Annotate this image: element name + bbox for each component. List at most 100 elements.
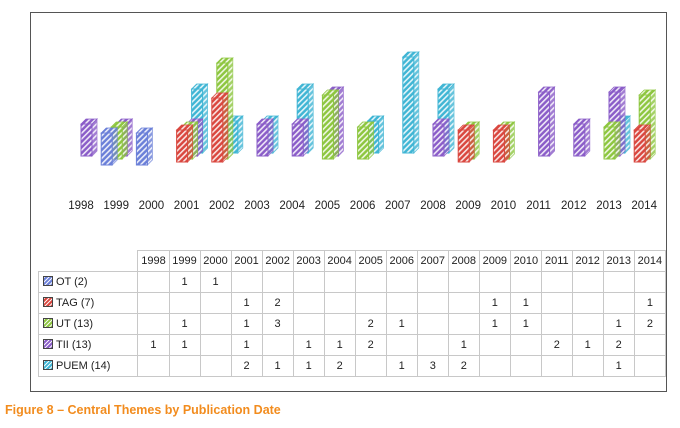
table-cell — [323, 313, 356, 335]
x-tick-label: 2012 — [561, 200, 587, 212]
bar-tii-2011 — [537, 86, 556, 157]
bar-plot — [80, 51, 657, 166]
legend-swatch-icon — [43, 276, 53, 286]
table-row: PUEM (14) 2 1 1 2 1 3 2 1 — [37, 355, 667, 377]
table-cell — [571, 271, 604, 293]
table-cell — [292, 313, 325, 335]
table-cell — [292, 271, 325, 293]
table-cell — [509, 271, 542, 293]
table-cell — [137, 292, 170, 314]
table-cell — [323, 271, 356, 293]
table-cell — [540, 313, 573, 335]
table-cell — [385, 334, 418, 356]
table-cell — [540, 292, 573, 314]
table-cell — [292, 292, 325, 314]
x-tick-label: 2007 — [385, 200, 411, 212]
table-cell: 2 — [447, 355, 480, 377]
x-tick-label: 2011 — [526, 200, 551, 212]
table-cell — [478, 271, 511, 293]
table-year-header: 2003 — [292, 250, 325, 272]
bar-tii-2004 — [291, 118, 310, 157]
bar-ot-1999 — [100, 127, 119, 166]
table-cell — [602, 271, 635, 293]
table-cell — [540, 355, 573, 377]
table-cell — [571, 292, 604, 314]
table-cell: 1 — [230, 334, 263, 356]
table-cell — [416, 313, 449, 335]
x-tick-label: 2008 — [420, 200, 446, 212]
x-tick-label: 2003 — [244, 200, 270, 212]
table-cell — [509, 334, 542, 356]
legend-row-label: TII (13) — [37, 334, 139, 356]
legend-swatch-icon — [43, 318, 53, 328]
table-cell — [447, 271, 480, 293]
x-tick-label: 2000 — [138, 200, 165, 212]
table-cell — [447, 292, 480, 314]
table-cell: 1 — [509, 313, 542, 335]
table-year-header: 2000 — [199, 250, 232, 272]
legend-swatch-icon — [43, 339, 53, 349]
table-cell: 1 — [230, 313, 263, 335]
table-cell: 3 — [416, 355, 449, 377]
chart-frame: 1998 1999 2000 2001 2002 2003 2004 2005 2006 2007… — [30, 12, 667, 392]
bar-puem-2007 — [401, 51, 420, 154]
table-cell — [230, 271, 263, 293]
table-cell — [354, 292, 387, 314]
data-table: 1998 1999 2000 2001 2002 2003 2004 2005 2006 2007… — [37, 250, 667, 377]
table-cell: 1 — [168, 334, 201, 356]
bar-ut-2005 — [321, 89, 340, 160]
table-cell — [633, 355, 667, 377]
table-cell — [385, 292, 418, 314]
table-cell: 2 — [354, 313, 387, 335]
bar-tag-2009 — [457, 124, 476, 163]
table-cell — [323, 292, 356, 314]
x-tick-label: 2004 — [279, 200, 305, 212]
table-cell — [571, 313, 604, 335]
table-cell — [416, 271, 449, 293]
table-cell: 1 — [602, 313, 635, 335]
table-cell — [199, 292, 232, 314]
table-cell: 2 — [602, 334, 635, 356]
table-row: TII (13) 1 1 1 1 1 2 1 2 1 2 — [37, 334, 667, 356]
bar-ut-2013 — [603, 121, 621, 160]
table-cell: 2 — [261, 292, 294, 314]
table-row: TAG (7) 1 2 1 1 1 — [37, 292, 667, 314]
table-row: OT (2) 1 1 — [37, 271, 667, 293]
table-cell — [416, 292, 449, 314]
bar-tii-1998 — [80, 118, 98, 157]
table-year-header: 2001 — [230, 250, 263, 272]
x-tick-label: 2013 — [596, 200, 622, 212]
table-cell — [137, 313, 170, 335]
table-year-header: 2002 — [261, 250, 294, 272]
table-cell — [447, 313, 480, 335]
x-tick-label: 2014 — [631, 200, 657, 212]
table-cell — [633, 334, 667, 356]
table-cell — [416, 334, 449, 356]
table-cell: 1 — [292, 334, 325, 356]
table-year-header: 2012 — [571, 250, 604, 272]
table-cell: 2 — [230, 355, 263, 377]
table-cell: 1 — [292, 355, 325, 377]
table-cell — [137, 271, 170, 293]
table-cell: 1 — [199, 271, 232, 293]
table-year-header: 2013 — [602, 250, 635, 272]
table-cell — [633, 271, 667, 293]
table-year-header: 2010 — [509, 250, 542, 272]
table-year-header: 1999 — [168, 250, 201, 272]
table-year-header: 2009 — [478, 250, 511, 272]
table-year-header: 2007 — [416, 250, 449, 272]
table-cell: 1 — [509, 292, 542, 314]
table-year-header: 2006 — [385, 250, 418, 272]
x-tick-label: 2009 — [455, 200, 481, 212]
bar-ot-2000 — [135, 127, 154, 166]
table-cell — [261, 334, 294, 356]
x-tick-label: 2001 — [173, 200, 200, 212]
table-year-header: 2004 — [323, 250, 356, 272]
table-cell: 1 — [478, 313, 511, 335]
legend-row-label: TAG (7) — [37, 292, 139, 314]
table-cell: 1 — [168, 313, 201, 335]
table-cell: 3 — [261, 313, 294, 335]
table-year-header: 2011 — [540, 250, 573, 272]
figure-caption: Figure 8 – Central Themes by Publication… — [5, 403, 281, 417]
table-cell — [261, 271, 294, 293]
